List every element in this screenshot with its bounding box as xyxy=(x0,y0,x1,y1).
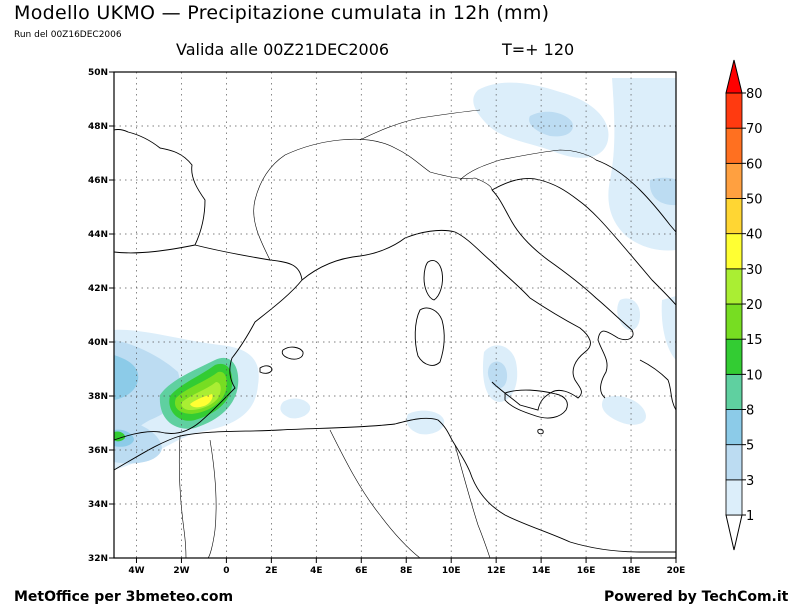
precipitation-field xyxy=(114,78,676,470)
longitude-labels: 4W 2W 0 2E 4E 6E 8E 10E 12E 14E 16E 18E 20E xyxy=(128,566,685,576)
colorbar-label: 10 xyxy=(746,368,763,383)
colorbar-segment xyxy=(725,303,743,340)
colorbar-label: 70 xyxy=(746,122,763,137)
colorbar-segment xyxy=(725,373,743,410)
lat-label: 48N xyxy=(88,122,108,132)
lat-label: 40N xyxy=(88,338,108,348)
latitude-labels: 32N 34N 36N 38N 40N 42N 44N 46N 48N 50N xyxy=(88,68,108,564)
colorbar-label: 15 xyxy=(746,333,763,348)
lon-label: 18E xyxy=(622,566,641,576)
colorbar-segment xyxy=(725,92,743,129)
run-label: Run del 00Z16DEC2006 xyxy=(14,30,122,40)
colorbar-label: 30 xyxy=(746,263,763,278)
lon-label: 0 xyxy=(223,566,229,576)
colorbar-segment xyxy=(725,444,743,481)
map-frame xyxy=(113,71,677,559)
map-grid xyxy=(114,72,676,558)
lon-label: 8E xyxy=(400,566,412,576)
lat-label: 42N xyxy=(88,284,108,294)
colorbar-label: 40 xyxy=(746,228,763,243)
lat-label: 46N xyxy=(88,176,108,186)
lon-label: 16E xyxy=(577,566,596,576)
lon-label: 12E xyxy=(487,566,506,576)
valid-time-label: Valida alle 00Z21DEC2006 xyxy=(176,40,390,59)
chart-title: Modello UKMO — Precipitazione cumulata i… xyxy=(14,2,550,24)
lat-label: 34N xyxy=(88,500,108,510)
colorbar-segment xyxy=(725,198,743,235)
colorbar-segment xyxy=(725,233,743,270)
colorbar-lower-triangle xyxy=(725,514,743,551)
colorbar-label: 5 xyxy=(746,439,754,454)
colorbar-label: 60 xyxy=(746,157,763,172)
colorbar-label: 20 xyxy=(746,298,763,313)
colorbar-label: 80 xyxy=(746,87,763,102)
colorbar-segment xyxy=(725,479,743,516)
colorbar-label: 8 xyxy=(746,404,754,419)
forecast-step-label: T=+ 120 xyxy=(502,40,575,59)
lon-label: 4W xyxy=(128,566,144,576)
footer-source: MetOffice per 3bmeteo.com xyxy=(14,589,234,605)
lon-label: 6E xyxy=(355,566,367,576)
coastlines xyxy=(113,129,677,553)
colorbar-segment xyxy=(725,127,743,164)
lon-label: 2E xyxy=(265,566,277,576)
colorbar-label: 3 xyxy=(746,474,754,489)
colorbar-label: 50 xyxy=(746,193,763,208)
lon-label: 4E xyxy=(310,566,322,576)
colorbar-segment xyxy=(725,409,743,446)
colorbar-segment xyxy=(725,162,743,199)
footer-credit: Powered by TechCom.it xyxy=(604,589,789,605)
colorbar-upper-triangle xyxy=(725,59,743,94)
lon-label: 14E xyxy=(532,566,551,576)
lat-label: 38N xyxy=(88,392,108,402)
colorbar: 1 3 5 8 10 15 20 30 40 50 60 70 80 xyxy=(725,59,763,551)
colorbar-segment xyxy=(725,268,743,305)
colorbar-segment xyxy=(725,338,743,375)
lat-label: 50N xyxy=(88,68,108,78)
lat-label: 32N xyxy=(88,554,108,564)
country-borders xyxy=(178,109,597,559)
lon-label: 10E xyxy=(442,566,461,576)
lon-label: 20E xyxy=(667,566,686,576)
lon-label: 2W xyxy=(173,566,189,576)
lat-label: 36N xyxy=(88,446,108,456)
lat-label: 44N xyxy=(88,230,108,240)
colorbar-label: 1 xyxy=(746,509,754,524)
